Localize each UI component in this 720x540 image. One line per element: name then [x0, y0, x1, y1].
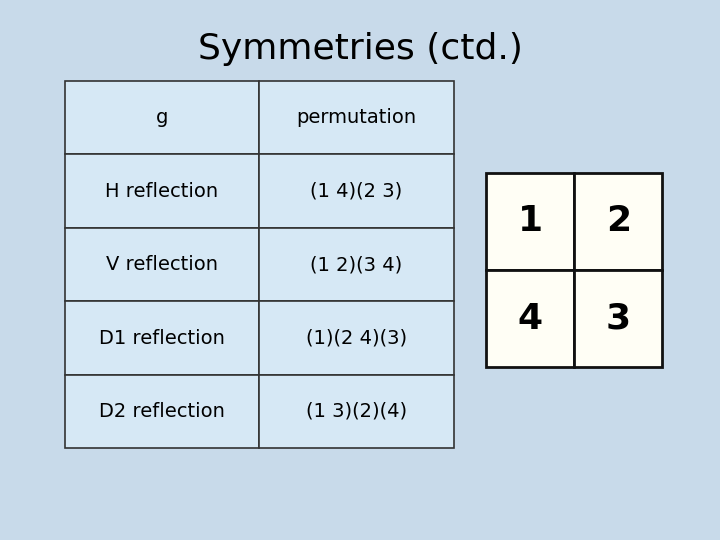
Bar: [65, 154, 259, 228]
Text: D1 reflection: D1 reflection: [99, 328, 225, 348]
Text: 2: 2: [606, 205, 631, 238]
Text: V reflection: V reflection: [106, 255, 218, 274]
Bar: [486, 270, 575, 367]
Text: permutation: permutation: [297, 108, 416, 127]
Text: Symmetries (ctd.): Symmetries (ctd.): [197, 32, 523, 65]
Bar: [259, 375, 454, 448]
Bar: [575, 173, 662, 270]
Text: (1)(2 4)(3): (1)(2 4)(3): [306, 328, 407, 348]
Bar: [65, 228, 259, 301]
Bar: [259, 154, 454, 228]
Bar: [65, 81, 259, 154]
Bar: [486, 173, 575, 270]
Bar: [259, 81, 454, 154]
Text: (1 3)(2)(4): (1 3)(2)(4): [306, 402, 407, 421]
Text: D2 reflection: D2 reflection: [99, 402, 225, 421]
Text: g: g: [156, 108, 168, 127]
Bar: [575, 270, 662, 367]
Bar: [259, 301, 454, 375]
Bar: [259, 228, 454, 301]
Text: 4: 4: [518, 302, 543, 335]
Text: 3: 3: [606, 302, 631, 335]
Text: (1 2)(3 4): (1 2)(3 4): [310, 255, 402, 274]
Bar: [65, 301, 259, 375]
Text: (1 4)(2 3): (1 4)(2 3): [310, 181, 402, 201]
Text: H reflection: H reflection: [105, 181, 219, 201]
Text: 1: 1: [518, 205, 543, 238]
Bar: [65, 375, 259, 448]
